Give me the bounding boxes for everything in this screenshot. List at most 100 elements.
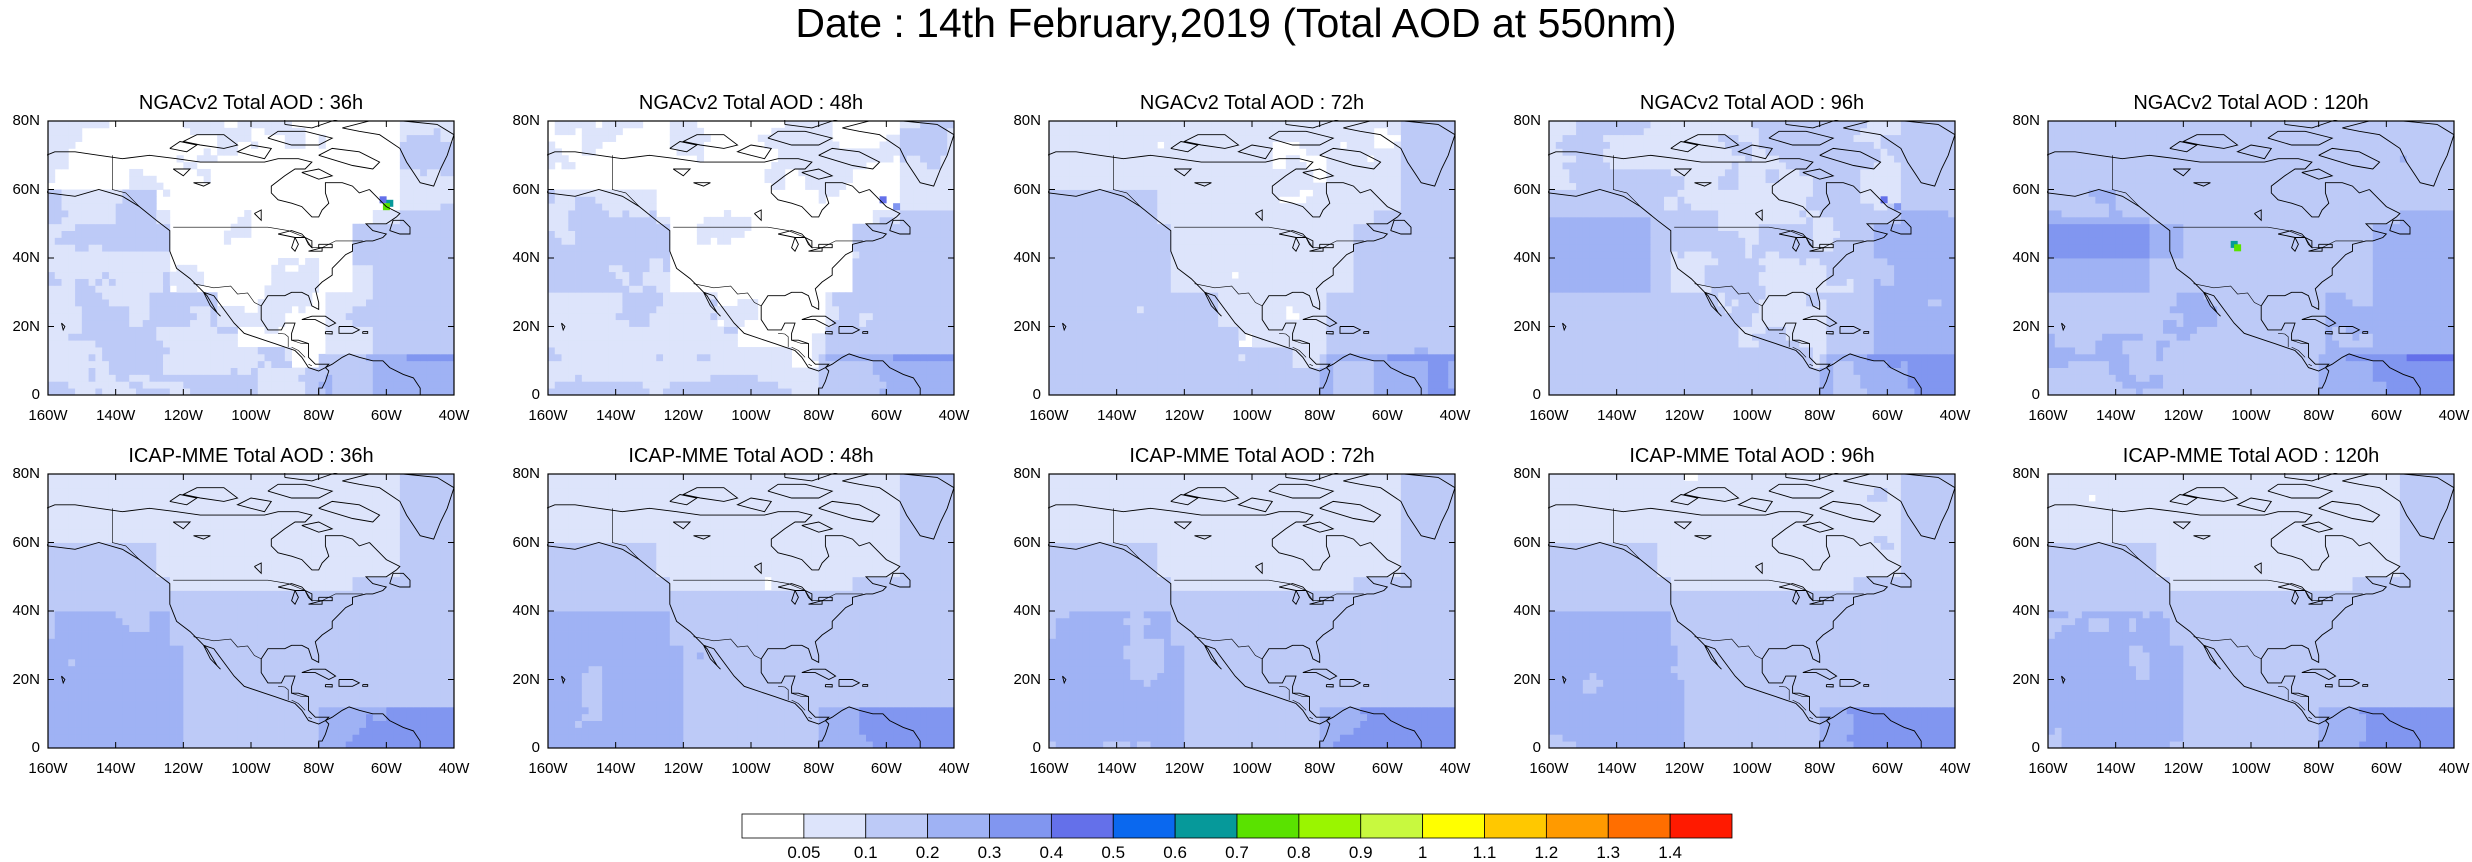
colorbar-swatch (1669, 813, 1733, 839)
political-borders (112, 155, 363, 367)
colorbar-swatch (1484, 813, 1547, 839)
lon-tick-label: 40W (424, 408, 484, 424)
lat-tick-label: 80N (2000, 113, 2040, 129)
lat-tick-label: 20N (2000, 671, 2040, 688)
colorbar-swatch (989, 813, 1052, 839)
lon-tick-label: 120W (153, 408, 213, 424)
panel-title: NGACv2 Total AOD : 96h (1499, 91, 2005, 115)
aod-hotspot (379, 196, 387, 204)
aod-field (48, 474, 455, 749)
colorbar-label: 0.8 (1274, 844, 1324, 862)
political-borders (1613, 155, 1864, 367)
lat-tick-label: 80N (1001, 466, 1041, 482)
colorbar-label: 0.1 (841, 844, 891, 862)
political-borders (2112, 155, 2363, 367)
lon-tick-label: 120W (153, 761, 213, 777)
lat-tick-label: 20N (2000, 318, 2040, 335)
lat-tick-label: 0 (2000, 740, 2040, 756)
lon-tick-label: 160W (18, 408, 78, 424)
lon-tick-label: 40W (1425, 761, 1485, 777)
lon-tick-label: 80W (289, 761, 349, 777)
lon-tick-label: 100W (1722, 761, 1782, 777)
lat-tick-label: 60N (1501, 181, 1541, 198)
lon-tick-label: 160W (518, 408, 578, 424)
colorbar-label: 0.5 (1088, 844, 1138, 862)
lon-tick-label: 120W (653, 761, 713, 777)
lon-tick-label: 140W (586, 761, 646, 777)
political-borders (1113, 155, 1364, 367)
colorbar-swatch (1236, 813, 1300, 839)
aod-field (1049, 121, 1456, 396)
lat-tick-label: 20N (1501, 318, 1541, 335)
lon-tick-label: 140W (86, 761, 146, 777)
panel-title: ICAP-MME Total AOD : 96h (1499, 444, 2005, 468)
lat-tick-label: 40N (500, 250, 540, 266)
aod-field (1549, 474, 1956, 749)
lat-tick-label: 60N (2000, 181, 2040, 198)
aod-field (2048, 121, 2455, 396)
lon-tick-label: 100W (1722, 408, 1782, 424)
lat-tick-label: 60N (500, 181, 540, 198)
lat-tick-label: 0 (1001, 387, 1041, 403)
coastlines (1548, 120, 1956, 395)
lat-tick-label: 20N (1001, 671, 1041, 688)
axis-ticks (1048, 473, 1456, 749)
lon-tick-label: 160W (2018, 408, 2078, 424)
lat-tick-label: 20N (0, 318, 40, 335)
map-panel (1548, 473, 1956, 749)
panel-title: NGACv2 Total AOD : 36h (0, 91, 504, 115)
lon-tick-label: 120W (1654, 408, 1714, 424)
colorbar-swatch (1174, 813, 1238, 839)
lat-tick-label: 40N (1501, 250, 1541, 266)
lat-tick-label: 40N (0, 250, 40, 266)
coastlines (47, 120, 455, 395)
map-panel (1548, 120, 1956, 396)
panel-title: NGACv2 Total AOD : 120h (1998, 91, 2472, 115)
axis-ticks (547, 120, 955, 396)
colorbar-label: 0.7 (1212, 844, 1262, 862)
lat-tick-label: 80N (500, 113, 540, 129)
political-borders (612, 155, 863, 367)
lat-tick-label: 80N (0, 466, 40, 482)
colorbar-swatch (1050, 813, 1114, 839)
lon-tick-label: 140W (1587, 761, 1647, 777)
lat-tick-label: 0 (1501, 387, 1541, 403)
lon-tick-label: 80W (1790, 761, 1850, 777)
lon-tick-label: 60W (856, 761, 916, 777)
colorbar-label: 0.4 (1026, 844, 1076, 862)
lon-tick-label: 140W (1087, 408, 1147, 424)
lon-tick-label: 80W (789, 761, 849, 777)
colorbar-label: 0.2 (903, 844, 953, 862)
lat-tick-label: 20N (500, 318, 540, 335)
colorbar-swatch (1360, 813, 1424, 839)
lat-tick-label: 60N (500, 534, 540, 551)
political-borders (1613, 508, 1864, 720)
lon-tick-label: 80W (1290, 408, 1350, 424)
lat-tick-label: 0 (2000, 387, 2040, 403)
lon-tick-label: 80W (2289, 761, 2349, 777)
figure-title: Date : 14th February,2019 (Total AOD at … (0, 0, 2472, 46)
lat-tick-label: 0 (1501, 740, 1541, 756)
coastlines (1048, 120, 1456, 395)
lon-tick-label: 120W (1154, 408, 1214, 424)
lat-tick-label: 20N (0, 671, 40, 688)
aod-field (548, 121, 955, 396)
lon-tick-label: 80W (289, 408, 349, 424)
lat-tick-label: 40N (0, 603, 40, 619)
lon-tick-label: 140W (86, 408, 146, 424)
lat-tick-label: 0 (500, 387, 540, 403)
lon-tick-label: 100W (221, 408, 281, 424)
lon-tick-label: 80W (1790, 408, 1850, 424)
colorbar-label: 0.6 (1150, 844, 1200, 862)
lat-tick-label: 0 (1001, 740, 1041, 756)
lat-tick-label: 40N (1001, 250, 1041, 266)
colorbar (741, 813, 1733, 839)
lat-tick-label: 80N (1501, 466, 1541, 482)
lon-tick-label: 100W (721, 408, 781, 424)
lon-tick-label: 40W (1925, 761, 1985, 777)
lon-tick-label: 40W (424, 761, 484, 777)
lat-tick-label: 80N (0, 113, 40, 129)
aod-field (48, 121, 455, 396)
map-panel (547, 473, 955, 749)
lat-tick-label: 60N (0, 181, 40, 198)
